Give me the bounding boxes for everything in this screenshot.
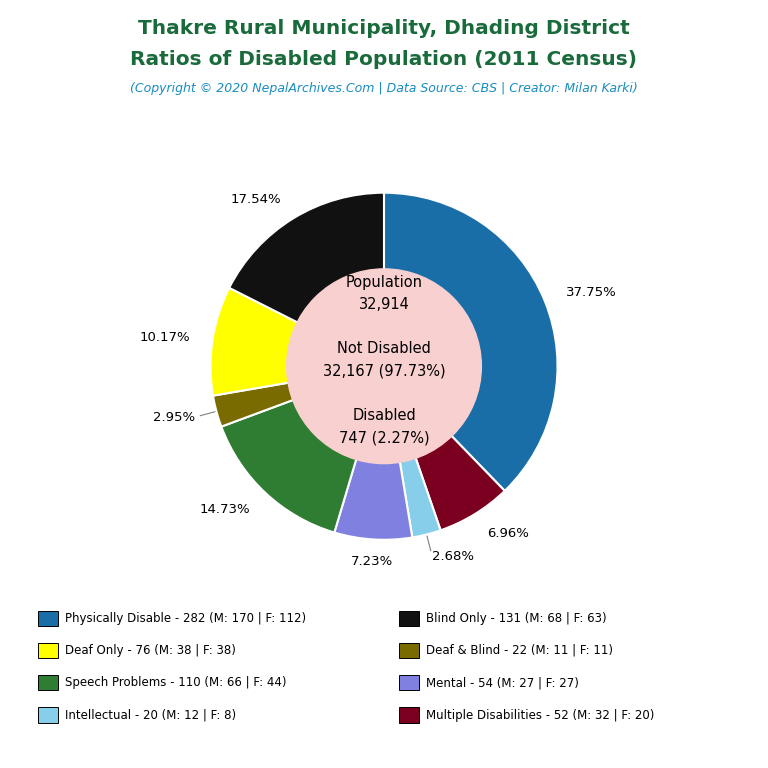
Text: Deaf Only - 76 (M: 38 | F: 38): Deaf Only - 76 (M: 38 | F: 38): [65, 644, 236, 657]
Wedge shape: [229, 193, 384, 366]
Text: Speech Problems - 110 (M: 66 | F: 44): Speech Problems - 110 (M: 66 | F: 44): [65, 677, 286, 689]
Text: Ratios of Disabled Population (2011 Census): Ratios of Disabled Population (2011 Cens…: [131, 50, 637, 69]
Wedge shape: [384, 193, 558, 491]
Text: 14.73%: 14.73%: [200, 503, 250, 516]
Text: 2.68%: 2.68%: [432, 550, 474, 563]
Circle shape: [286, 269, 482, 464]
Text: Physically Disable - 282 (M: 170 | F: 112): Physically Disable - 282 (M: 170 | F: 11…: [65, 612, 306, 624]
Wedge shape: [213, 366, 384, 427]
Text: 10.17%: 10.17%: [140, 330, 190, 343]
Text: Deaf & Blind - 22 (M: 11 | F: 11): Deaf & Blind - 22 (M: 11 | F: 11): [426, 644, 613, 657]
Text: Blind Only - 131 (M: 68 | F: 63): Blind Only - 131 (M: 68 | F: 63): [426, 612, 607, 624]
Text: 37.75%: 37.75%: [566, 286, 617, 300]
Text: 7.23%: 7.23%: [350, 555, 392, 568]
Text: Multiple Disabilities - 52 (M: 32 | F: 20): Multiple Disabilities - 52 (M: 32 | F: 2…: [426, 709, 654, 721]
Text: Intellectual - 20 (M: 12 | F: 8): Intellectual - 20 (M: 12 | F: 8): [65, 709, 237, 721]
Wedge shape: [210, 288, 384, 396]
Text: Thakre Rural Municipality, Dhading District: Thakre Rural Municipality, Dhading Distr…: [138, 19, 630, 38]
Text: Population
32,914

Not Disabled
32,167 (97.73%)

Disabled
747 (2.27%): Population 32,914 Not Disabled 32,167 (9…: [323, 275, 445, 445]
Wedge shape: [384, 366, 441, 538]
Text: 2.95%: 2.95%: [153, 411, 194, 424]
Text: (Copyright © 2020 NepalArchives.Com | Data Source: CBS | Creator: Milan Karki): (Copyright © 2020 NepalArchives.Com | Da…: [130, 82, 638, 95]
Wedge shape: [221, 366, 384, 532]
Text: Mental - 54 (M: 27 | F: 27): Mental - 54 (M: 27 | F: 27): [426, 677, 579, 689]
Wedge shape: [334, 366, 412, 540]
Text: 17.54%: 17.54%: [230, 193, 281, 206]
Wedge shape: [384, 366, 505, 530]
Text: 6.96%: 6.96%: [487, 527, 528, 540]
